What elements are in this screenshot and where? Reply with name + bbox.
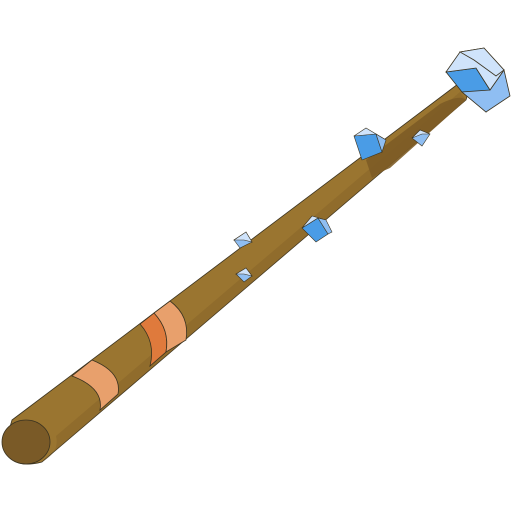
staff-butt-cap — [1, 419, 51, 465]
staff-grip-bands — [71, 300, 188, 412]
grip-band-light-upper — [153, 300, 188, 353]
crystal-left-lower-light — [234, 267, 253, 277]
crystal-upper-small-light — [411, 129, 431, 139]
staff-crystal-head — [445, 47, 511, 113]
crystal-head-top-face — [458, 47, 505, 77]
grip-band-light-lower — [71, 359, 119, 412]
shaft-crystals — [233, 127, 431, 283]
staff-shaft-shadow — [42, 92, 466, 462]
crystal-middle-mid — [317, 217, 333, 235]
crystal-left-upper-light — [233, 231, 253, 243]
crystal-upper-large-mid — [375, 133, 387, 153]
crystal-head-mid-face — [460, 69, 511, 113]
